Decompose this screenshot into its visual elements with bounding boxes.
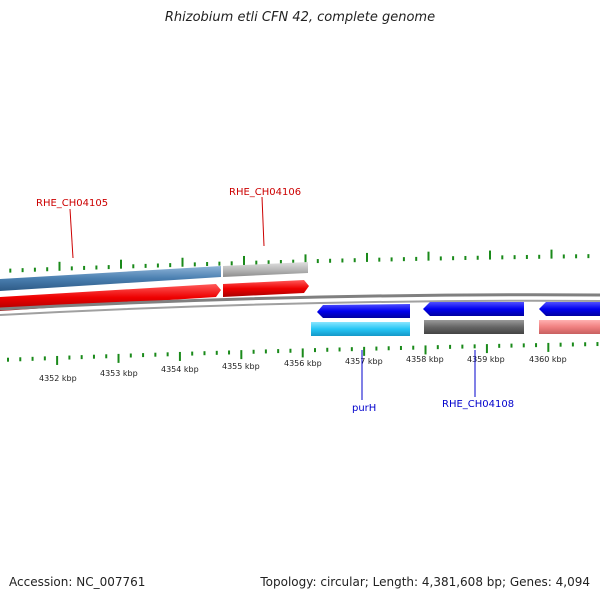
gene-feature-pink[interactable] <box>539 320 600 334</box>
gene-arrow-next[interactable] <box>539 302 600 316</box>
gene-arrow-rhe-ch04105[interactable] <box>0 284 221 311</box>
gene-feature-steel[interactable] <box>0 266 221 291</box>
genome-backbone-inner <box>0 299 600 316</box>
kbp-label: 4360 kbp <box>529 355 567 364</box>
gene-label-rhe-ch04105[interactable]: RHE_CH04105 <box>36 198 108 209</box>
gene-label-rhe-ch04108[interactable]: RHE_CH04108 <box>442 399 514 410</box>
topology-summary: Topology: circular; Length: 4,381,608 bp… <box>260 575 590 589</box>
gene-arrow-rhe-ch04106[interactable] <box>223 280 309 297</box>
map-title: Rhizobium etli CFN 42, complete genome <box>164 10 436 25</box>
leader-rhe-ch04105 <box>69 208 74 259</box>
kbp-label: 4352 kbp <box>39 374 77 383</box>
gene-feature-cyan[interactable] <box>311 322 410 336</box>
kbp-label: 4357 kbp <box>345 357 383 366</box>
kbp-label: 4355 kbp <box>222 362 260 371</box>
kbp-label: 4354 kbp <box>161 365 199 374</box>
kbp-label: 4356 kbp <box>284 359 322 368</box>
kbp-label: 4359 kbp <box>467 355 505 364</box>
inner-tick-row <box>7 342 599 365</box>
genome-backbone-outer <box>0 293 600 311</box>
outer-tick-row <box>9 249 590 273</box>
gene-arrow-rhe-ch04108[interactable] <box>423 302 524 316</box>
gene-arrow-purh[interactable] <box>317 304 410 318</box>
kbp-label: 4358 kbp <box>406 355 444 364</box>
gene-feature-silver[interactable] <box>223 262 308 277</box>
leader-rhe-ch04106 <box>261 196 265 247</box>
gene-feature-dark-gray[interactable] <box>424 320 524 334</box>
gene-label-purh[interactable]: purH <box>352 403 376 414</box>
gene-label-rhe-ch04106[interactable]: RHE_CH04106 <box>229 187 301 198</box>
accession-text: Accession: NC_007761 <box>9 575 146 589</box>
kbp-label: 4353 kbp <box>100 369 138 378</box>
